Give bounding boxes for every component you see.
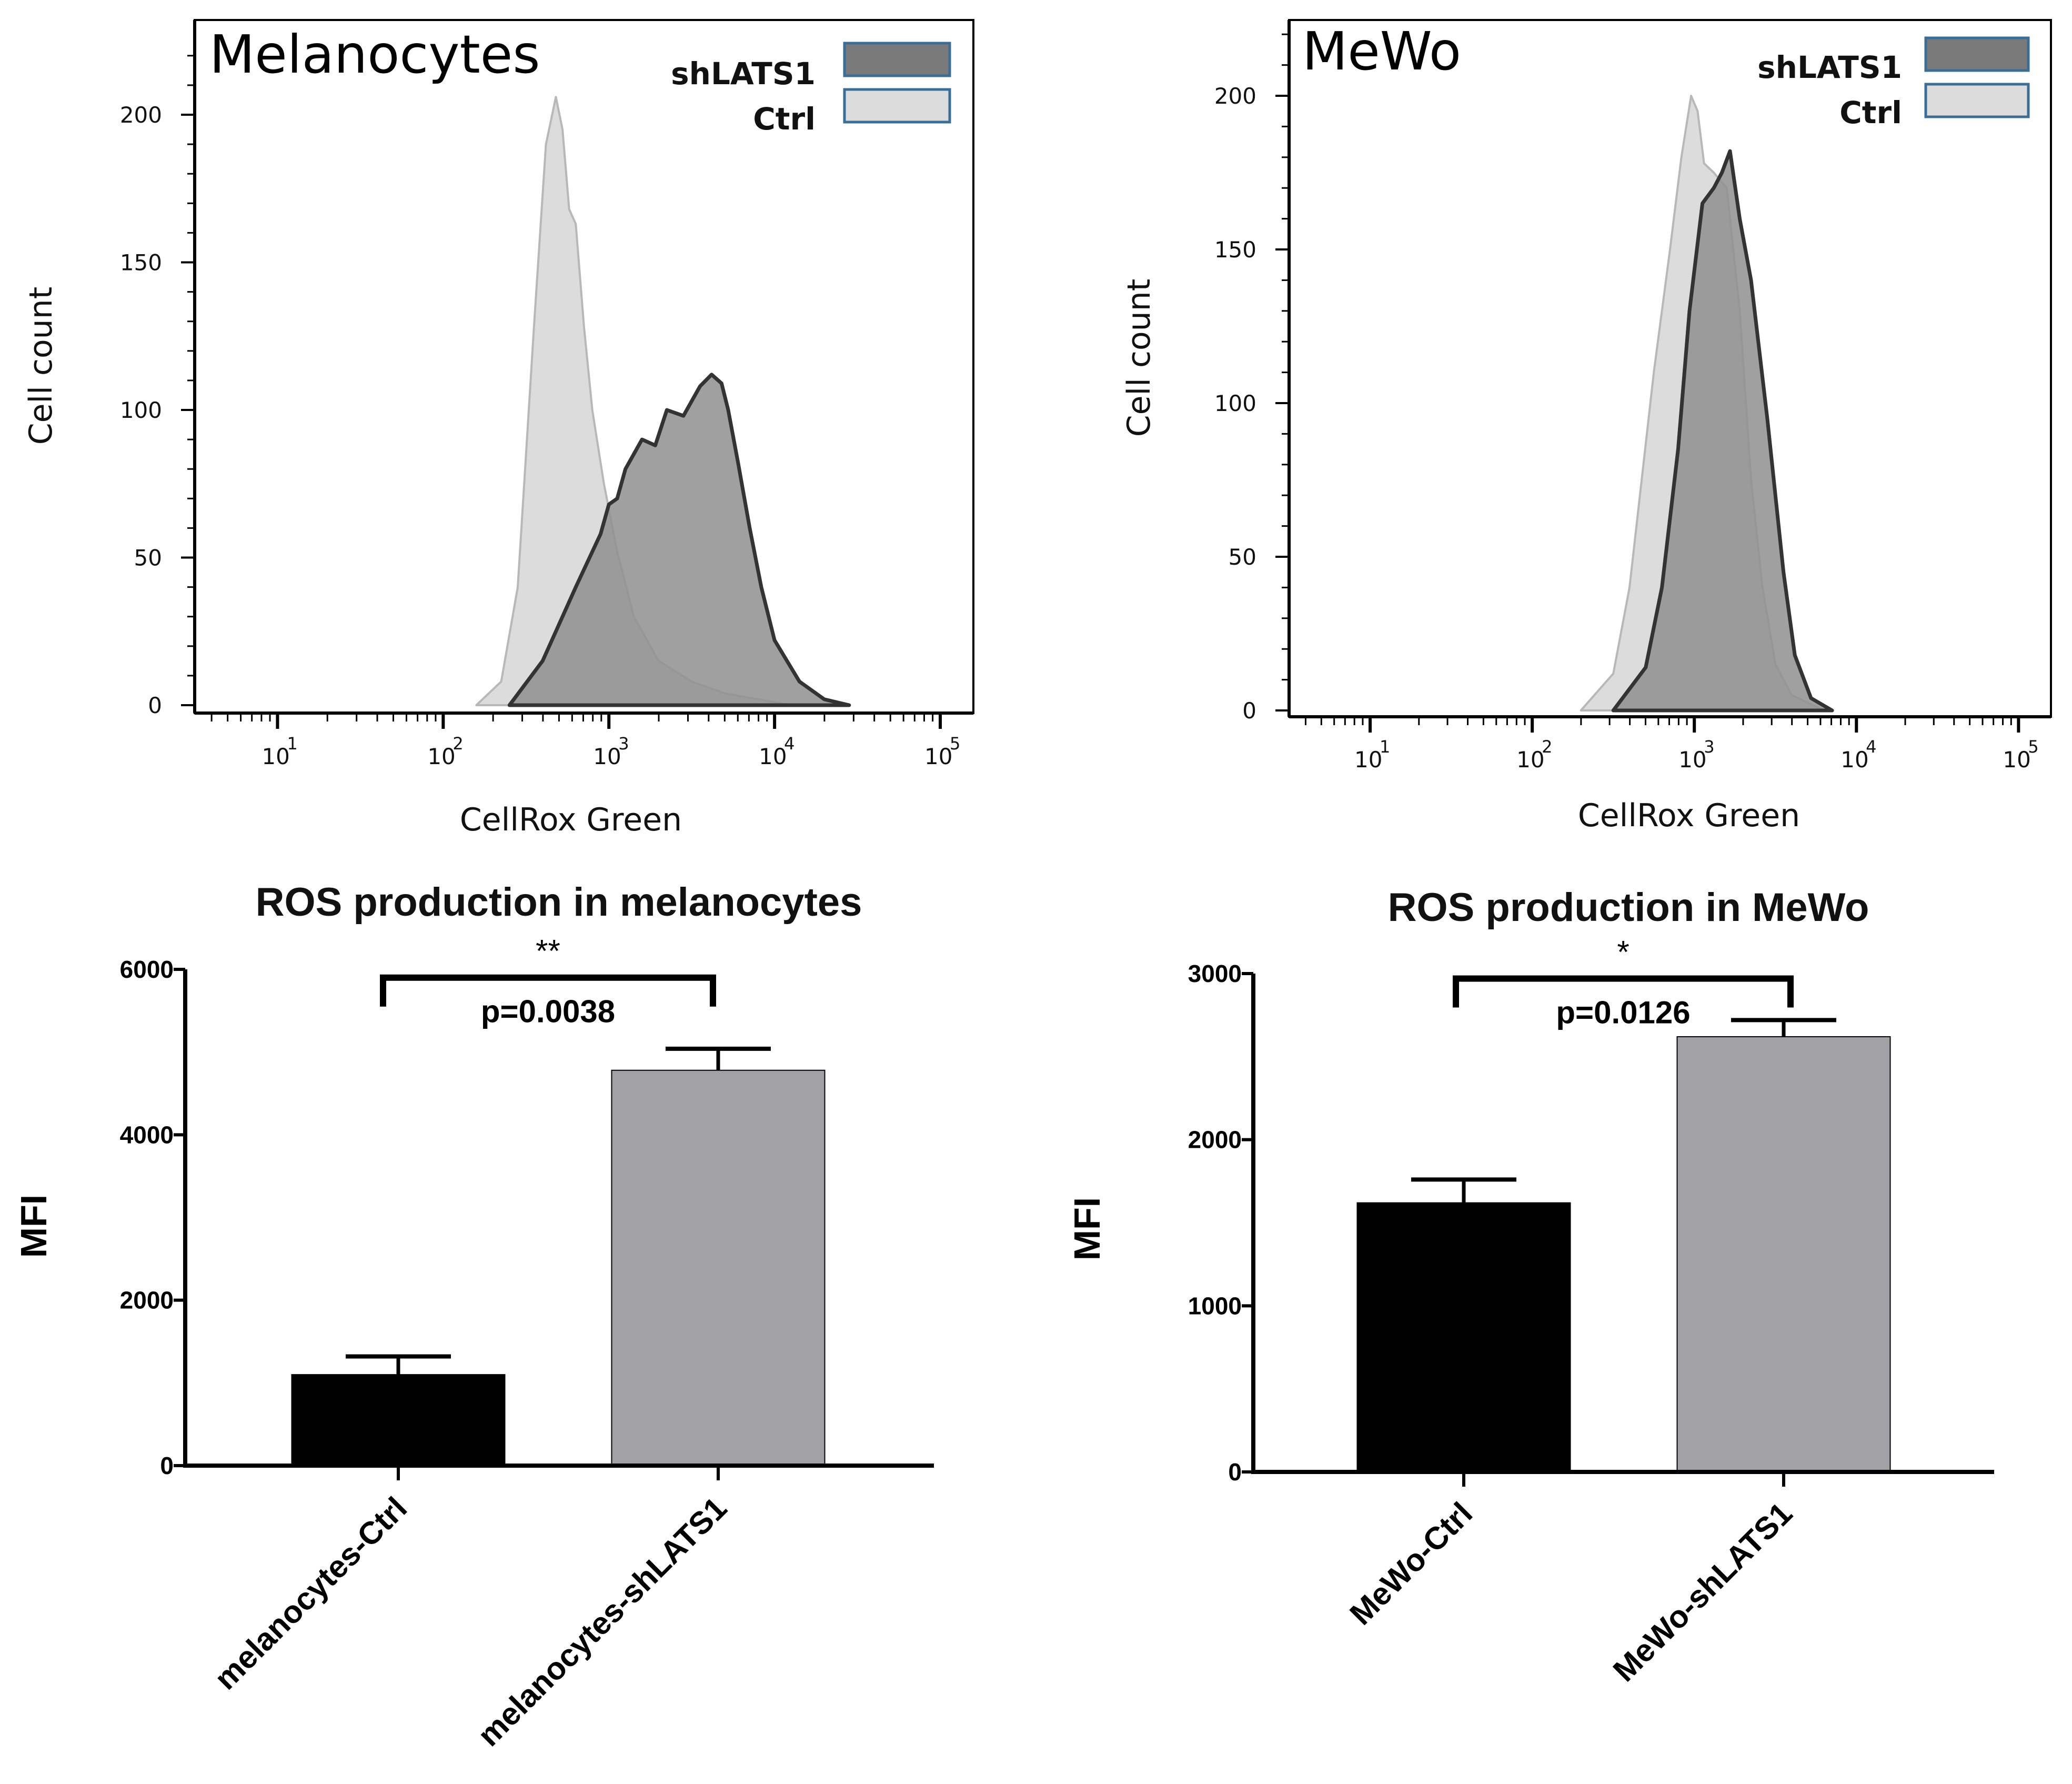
histogram-melanocytes-ylabel: Cell count bbox=[23, 287, 59, 445]
x-tick-label: 10 bbox=[261, 744, 289, 769]
bar-chart-mewo-ylabel: MFI bbox=[1067, 1197, 1108, 1261]
x-tick-exponent: 3 bbox=[1704, 737, 1714, 757]
bar-mewo-ctrl bbox=[1356, 1202, 1571, 1473]
bar-chart-melanocytes-title: ROS production in melanocytes bbox=[256, 880, 862, 925]
x-tick-label: 10 bbox=[593, 744, 621, 769]
histogram-series-shlats1 bbox=[1611, 149, 1834, 713]
histogram-series-shlats1 bbox=[507, 373, 851, 707]
y-tick-label: 0 bbox=[1228, 1458, 1242, 1486]
legend-label-ctrl: Ctrl bbox=[1839, 95, 1902, 131]
legend-swatch-shlats1 bbox=[843, 42, 951, 77]
x-tick-exponent: 3 bbox=[618, 734, 629, 754]
y-tick-label: 6000 bbox=[120, 956, 174, 983]
y-tick-label: 2000 bbox=[120, 1287, 174, 1314]
histogram-mewo-ylabel: Cell count bbox=[1121, 279, 1158, 437]
significance-bracket bbox=[1453, 975, 1794, 1008]
significance-stars: ** bbox=[536, 934, 560, 969]
x-tick-label: 10 bbox=[427, 744, 455, 769]
x-tick-exponent: 2 bbox=[1542, 737, 1552, 757]
y-tick-label: 2000 bbox=[1188, 1126, 1242, 1154]
bar-chart-melanocytes-ylabel: MFI bbox=[13, 1195, 54, 1258]
histogram-melanocytes-xlabel: CellRox Green bbox=[460, 801, 682, 838]
histogram-mewo-xlabel: CellRox Green bbox=[1578, 797, 1800, 834]
x-tick-label: 10 bbox=[1516, 747, 1544, 773]
x-tick-label: 10 bbox=[2003, 747, 2030, 773]
y-tick-label: 150 bbox=[1214, 237, 1256, 263]
histogram-mewo-legend: shLATS1 Ctrl bbox=[1757, 36, 2030, 131]
bar-mewo-shlats1 bbox=[1676, 1036, 1891, 1473]
x-tick-label: 10 bbox=[759, 744, 787, 769]
significance-p-value: p=0.0126 bbox=[1556, 995, 1690, 1030]
legend-swatch-shlats1 bbox=[1924, 36, 2030, 72]
significance-stars: * bbox=[1617, 934, 1629, 969]
y-tick-label: 100 bbox=[1214, 390, 1256, 416]
x-tick-label: 10 bbox=[1678, 747, 1706, 773]
x-tick-exponent: 5 bbox=[2028, 737, 2038, 757]
histogram-melanocytes-title: Melanocytes bbox=[209, 24, 540, 85]
x-tick-label: 10 bbox=[1354, 747, 1382, 773]
x-tick-label: 10 bbox=[1840, 747, 1868, 773]
x-tick-label: 10 bbox=[924, 744, 952, 769]
legend-label-ctrl: Ctrl bbox=[753, 101, 816, 137]
legend-label-shlats1: shLATS1 bbox=[1757, 49, 1902, 85]
y-tick-label: 4000 bbox=[120, 1121, 174, 1148]
y-tick-label: 200 bbox=[1214, 83, 1256, 109]
legend-label-shlats1: shLATS1 bbox=[671, 56, 816, 92]
y-tick-label: 150 bbox=[120, 250, 162, 276]
x-tick-exponent: 4 bbox=[784, 734, 794, 754]
bar-melanocytes-ctrl bbox=[291, 1374, 506, 1467]
bar-chart-mewo-title: ROS production in MeWo bbox=[1388, 885, 1869, 930]
x-tick-exponent: 1 bbox=[1380, 737, 1390, 757]
histogram-melanocytes-legend: shLATS1 Ctrl bbox=[671, 42, 951, 137]
y-tick-label: 50 bbox=[1229, 544, 1256, 570]
y-tick-label: 0 bbox=[148, 693, 162, 718]
y-tick-label: 100 bbox=[120, 397, 162, 423]
significance-p-value: p=0.0038 bbox=[481, 994, 615, 1029]
legend-swatch-ctrl bbox=[1924, 83, 2030, 118]
x-tick-exponent: 1 bbox=[287, 734, 297, 754]
legend-swatch-ctrl bbox=[843, 88, 951, 124]
x-tick-exponent: 5 bbox=[950, 734, 960, 754]
y-tick-label: 0 bbox=[1242, 698, 1256, 724]
y-tick-label: 50 bbox=[134, 545, 162, 571]
y-tick-label: 3000 bbox=[1188, 960, 1242, 987]
y-tick-label: 0 bbox=[160, 1452, 174, 1479]
histogram-mewo-title: MeWo bbox=[1302, 21, 1461, 82]
significance-bracket bbox=[380, 974, 716, 1007]
y-tick-label: 200 bbox=[120, 102, 162, 128]
bar-melanocytes-shlats1 bbox=[611, 1069, 826, 1466]
x-tick-exponent: 2 bbox=[452, 734, 463, 754]
y-tick-label: 1000 bbox=[1188, 1292, 1242, 1319]
x-tick-exponent: 4 bbox=[1866, 737, 1876, 757]
